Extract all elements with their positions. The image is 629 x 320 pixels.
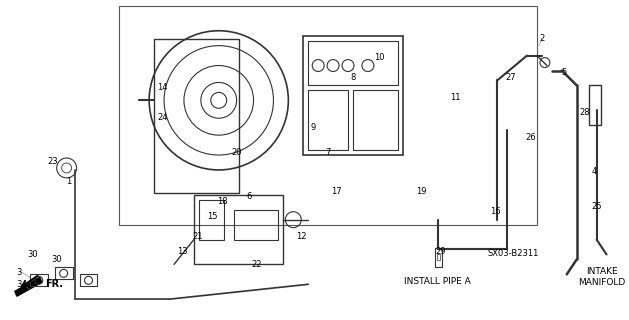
Text: 8: 8 xyxy=(350,73,355,82)
Bar xyxy=(55,268,72,279)
Text: INSTALL PIPE A: INSTALL PIPE A xyxy=(404,277,471,286)
Bar xyxy=(589,85,601,125)
Text: 29: 29 xyxy=(435,247,446,256)
Text: 22: 22 xyxy=(252,260,262,269)
Text: 4: 4 xyxy=(592,167,597,176)
Bar xyxy=(199,200,224,240)
Polygon shape xyxy=(15,277,42,296)
Bar xyxy=(437,254,440,260)
Bar xyxy=(30,274,48,286)
Text: 24: 24 xyxy=(157,113,167,122)
Text: 21: 21 xyxy=(192,232,203,241)
Text: 27: 27 xyxy=(505,73,516,82)
Text: 25: 25 xyxy=(592,202,602,211)
Bar xyxy=(154,39,238,193)
Text: 18: 18 xyxy=(217,197,228,206)
Text: 7: 7 xyxy=(325,148,331,156)
Text: 16: 16 xyxy=(490,207,501,216)
Text: 30: 30 xyxy=(51,255,62,264)
Text: SX03-B2311: SX03-B2311 xyxy=(487,250,538,259)
Text: 11: 11 xyxy=(450,93,460,102)
Bar xyxy=(194,195,284,264)
Text: 30: 30 xyxy=(27,250,38,259)
Bar xyxy=(435,247,442,268)
Text: 17: 17 xyxy=(331,187,342,196)
Text: 13: 13 xyxy=(177,247,187,256)
Text: 20: 20 xyxy=(231,148,242,156)
Bar xyxy=(233,210,279,240)
Text: 3: 3 xyxy=(16,280,22,289)
Bar xyxy=(303,36,403,155)
Bar xyxy=(308,90,348,150)
Text: 1: 1 xyxy=(66,177,72,186)
Bar xyxy=(308,41,398,85)
Text: 10: 10 xyxy=(375,53,385,62)
Text: 23: 23 xyxy=(47,157,58,166)
Bar xyxy=(120,6,537,225)
Text: INTAKE
MANIFOLD: INTAKE MANIFOLD xyxy=(578,268,625,287)
Text: 5: 5 xyxy=(562,68,567,77)
Text: 14: 14 xyxy=(157,83,167,92)
Text: 6: 6 xyxy=(246,192,251,201)
Text: 19: 19 xyxy=(416,187,426,196)
Text: 3: 3 xyxy=(16,268,22,277)
Text: 15: 15 xyxy=(207,212,217,221)
Text: 28: 28 xyxy=(580,108,590,117)
Bar xyxy=(353,90,398,150)
Text: FR.: FR. xyxy=(45,279,63,289)
Text: 2: 2 xyxy=(539,34,545,43)
Text: 9: 9 xyxy=(311,123,316,132)
Text: 12: 12 xyxy=(296,232,307,241)
Text: 26: 26 xyxy=(525,132,536,142)
Bar xyxy=(79,274,97,286)
